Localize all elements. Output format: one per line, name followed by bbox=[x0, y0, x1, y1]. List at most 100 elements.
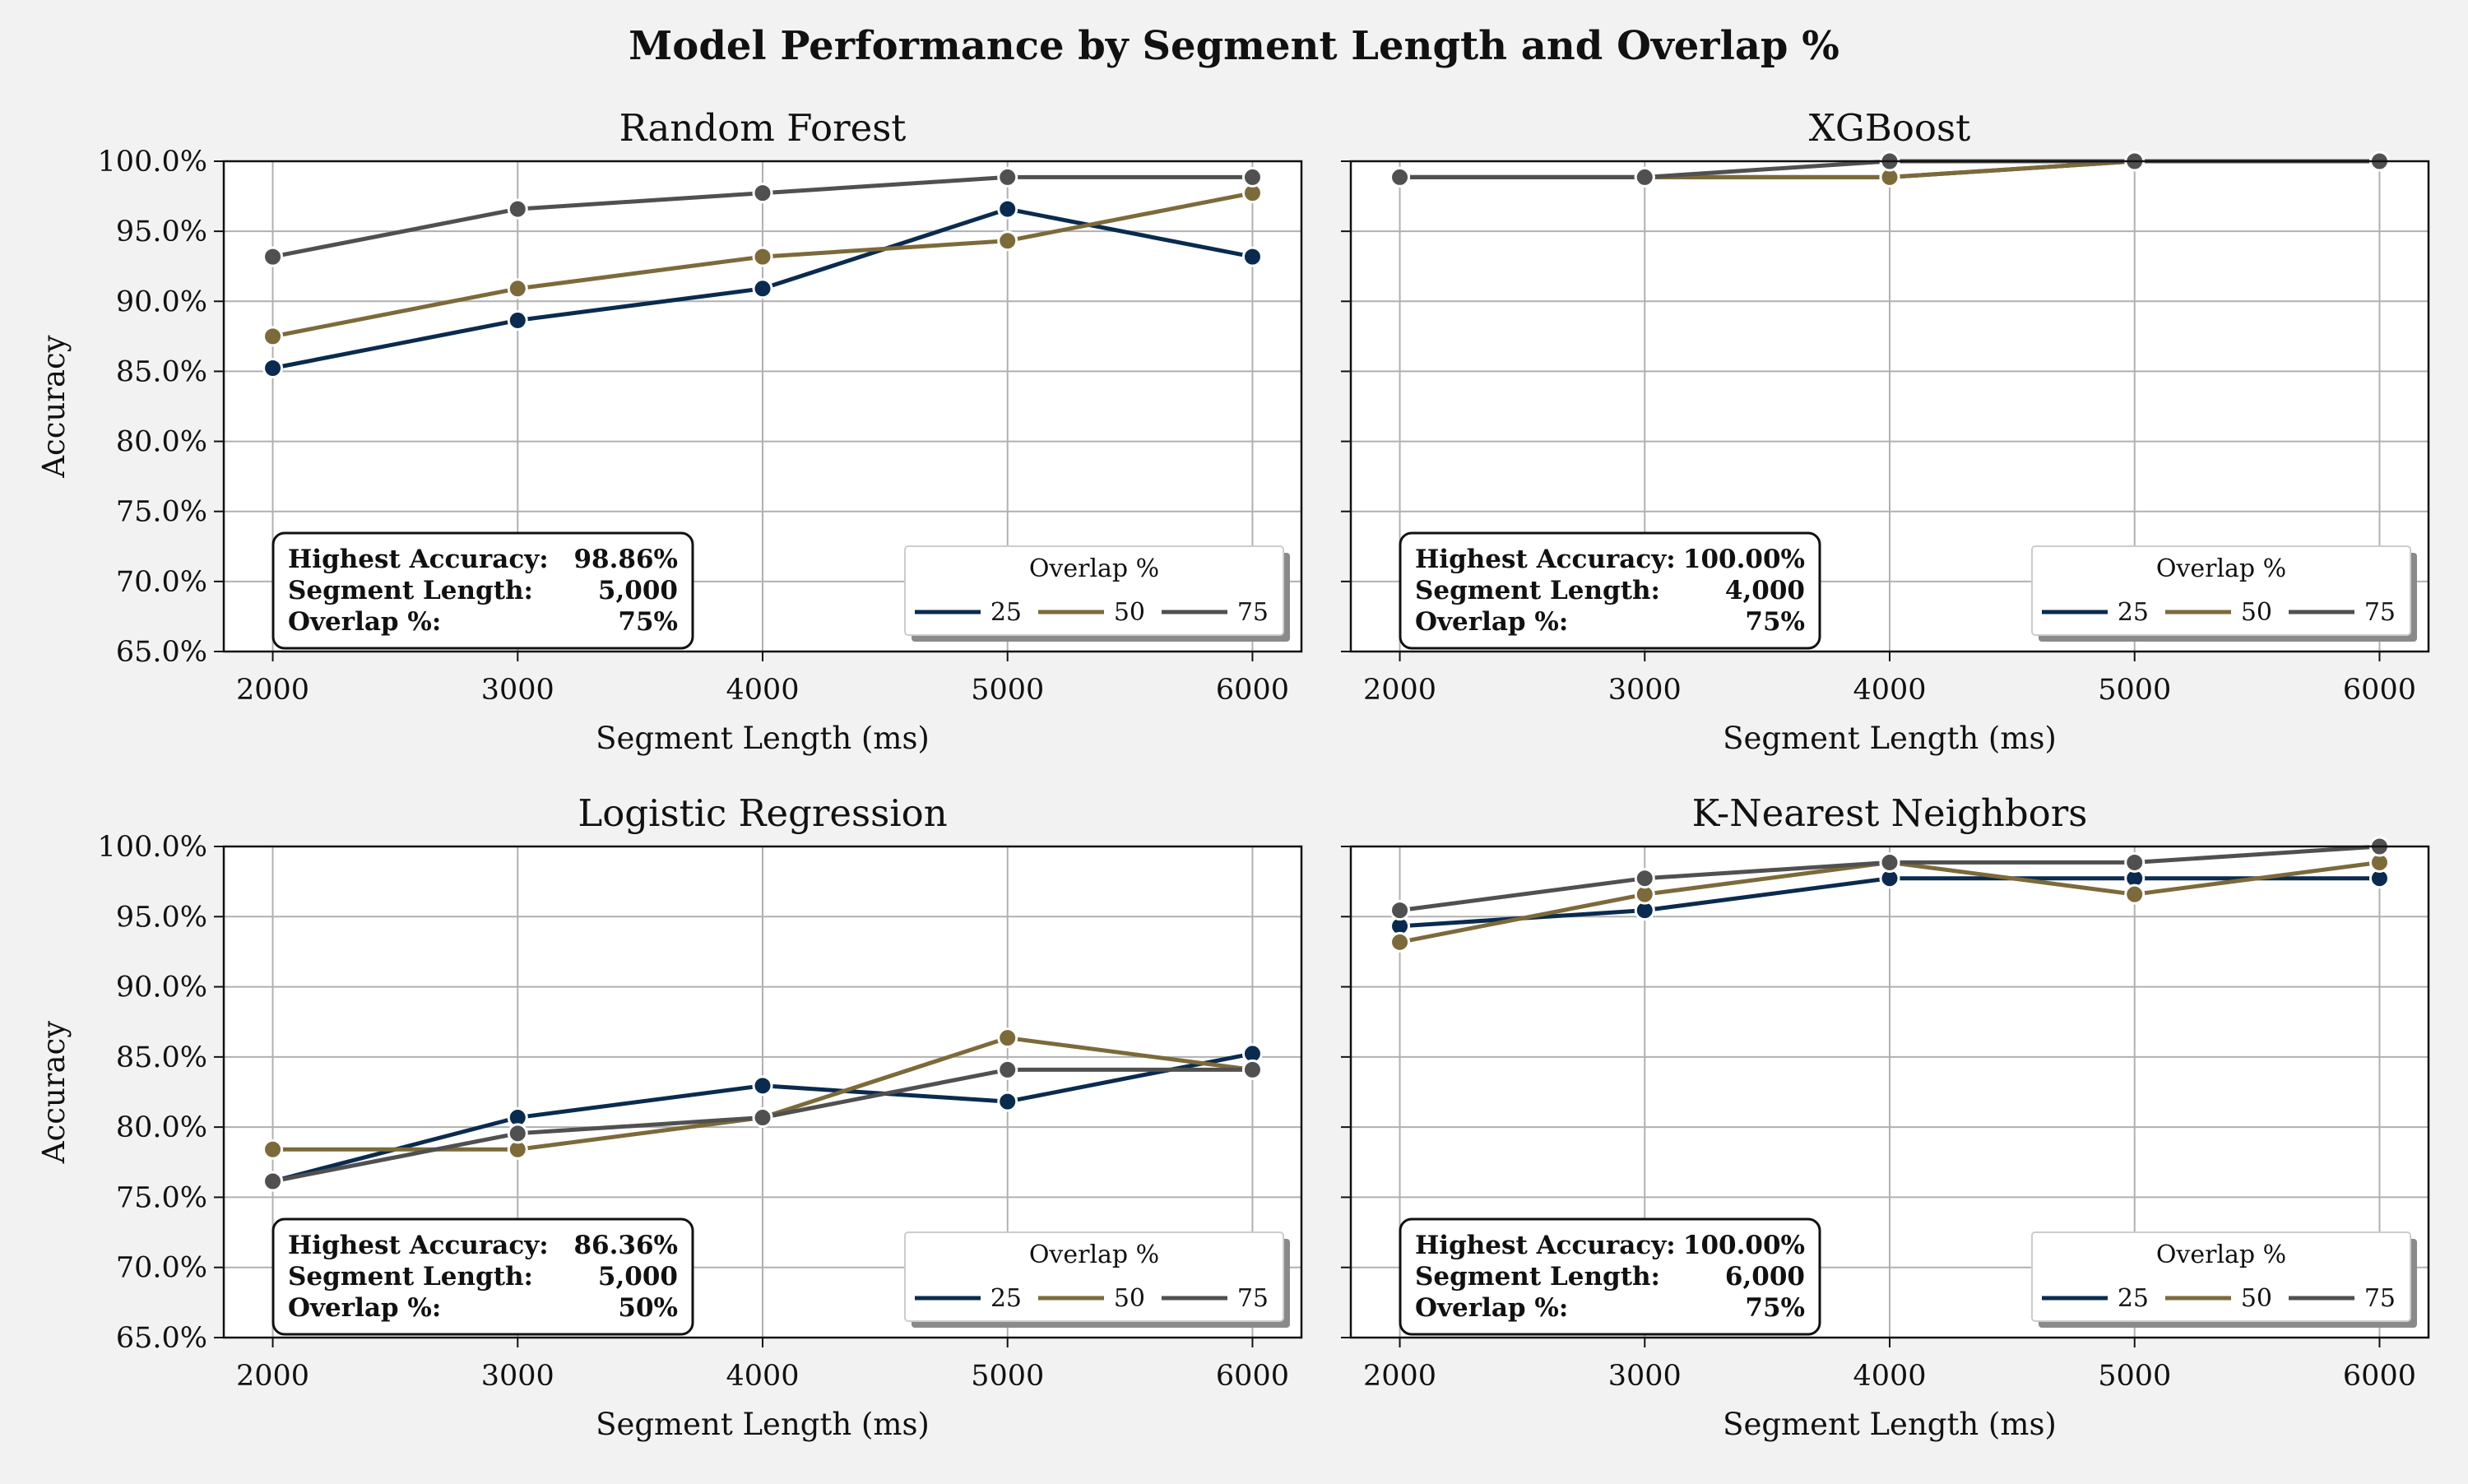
best-result-value: 86.36% bbox=[573, 1231, 678, 1260]
legend-label-25: 25 bbox=[2118, 1284, 2149, 1313]
x-tick-label: 3000 bbox=[481, 1360, 554, 1393]
y-tick-label: 75.0% bbox=[116, 496, 207, 529]
data-point-75 bbox=[262, 246, 284, 267]
x-tick-label: 6000 bbox=[2343, 1360, 2416, 1393]
x-tick-label: 4000 bbox=[726, 1360, 799, 1393]
subplot-1: 65.0% 70.0% 75.0% 80.0% 85.0% 90.0% 95.0% 100.0… bbox=[36, 106, 1303, 756]
legend-title: Overlap % bbox=[1029, 1241, 1159, 1269]
best-result-box bbox=[271, 1217, 694, 1336]
y-tick-label: 100.0% bbox=[98, 146, 207, 179]
x-tick-label: 5000 bbox=[2098, 1360, 2171, 1393]
y-tick-label: 80.0% bbox=[116, 426, 207, 459]
best-result-value: 5,000 bbox=[598, 576, 678, 605]
best-result-value: 50% bbox=[618, 1293, 678, 1323]
subplot-2: 2000 3000 4000 5000 6000 XGBoost Segment Lengt… bbox=[1341, 106, 2430, 756]
data-point-50 bbox=[262, 1139, 284, 1160]
x-tick-label: 4000 bbox=[1853, 674, 1926, 707]
best-result-label: Overlap %: bbox=[288, 607, 441, 637]
legend-title: Overlap % bbox=[2156, 554, 2286, 583]
x-axis-label: Segment Length (ms) bbox=[1723, 1407, 2057, 1442]
axes-frame bbox=[1349, 845, 2430, 1339]
data-point-75 bbox=[1389, 166, 1411, 188]
legend-label-25: 25 bbox=[990, 1284, 1022, 1313]
subplot-title: K-Nearest Neighbors bbox=[1692, 791, 2088, 835]
data-point-75 bbox=[1241, 166, 1263, 188]
data-point-75 bbox=[1634, 166, 1655, 188]
data-point-50 bbox=[507, 278, 528, 299]
data-point-75 bbox=[1389, 900, 1411, 921]
x-tick-label: 2000 bbox=[236, 674, 309, 707]
data-point-75 bbox=[752, 183, 773, 204]
data-point-25 bbox=[262, 358, 284, 379]
data-point-25 bbox=[997, 1091, 1018, 1112]
y-tick-label: 95.0% bbox=[116, 901, 207, 934]
data-point-75 bbox=[507, 1123, 528, 1144]
data-point-75 bbox=[997, 166, 1018, 188]
best-result-label: Overlap %: bbox=[288, 1293, 441, 1323]
x-tick-label: 3000 bbox=[481, 674, 554, 707]
data-point-25 bbox=[752, 1075, 773, 1097]
best-result-label: Highest Accuracy: bbox=[1415, 545, 1676, 574]
best-result-value: 100.00% bbox=[1683, 545, 1805, 574]
y-tick-label: 65.0% bbox=[116, 636, 207, 669]
data-point-25 bbox=[997, 198, 1018, 220]
legend-label-50: 50 bbox=[1114, 1284, 1145, 1313]
best-result-value: 6,000 bbox=[1725, 1262, 1805, 1292]
data-point-50 bbox=[997, 230, 1018, 252]
x-axis-label: Segment Length (ms) bbox=[596, 1407, 930, 1442]
best-result-label: Segment Length: bbox=[288, 1262, 533, 1292]
best-result-value: 75% bbox=[1745, 1293, 1805, 1323]
best-result-value: 4,000 bbox=[1725, 576, 1805, 605]
best-result-label: Segment Length: bbox=[1415, 576, 1660, 605]
best-result-label: Segment Length: bbox=[1415, 1262, 1660, 1292]
data-point-50 bbox=[1389, 931, 1411, 953]
subplot-title: Logistic Regression bbox=[578, 791, 947, 835]
data-point-75 bbox=[752, 1107, 773, 1129]
legend-label-50: 50 bbox=[2241, 598, 2272, 627]
best-result-label: Highest Accuracy: bbox=[1415, 1231, 1676, 1260]
y-tick-label: 85.0% bbox=[116, 1041, 207, 1074]
series-group bbox=[262, 166, 1263, 379]
data-point-75 bbox=[1241, 1059, 1263, 1080]
data-point-75 bbox=[507, 198, 528, 220]
data-point-25 bbox=[507, 309, 528, 331]
x-tick-label: 3000 bbox=[1608, 674, 1682, 707]
x-tick-label: 2000 bbox=[1363, 1360, 1436, 1393]
x-tick-label: 2000 bbox=[1363, 674, 1436, 707]
series-group bbox=[1389, 151, 2390, 188]
best-result-label: Overlap %: bbox=[1415, 1293, 1568, 1323]
x-tick-label: 6000 bbox=[1216, 1360, 1289, 1393]
x-tick-label: 5000 bbox=[2098, 674, 2171, 707]
legend-title: Overlap % bbox=[1029, 554, 1159, 583]
data-point-75 bbox=[997, 1059, 1018, 1080]
legend-title: Overlap % bbox=[2156, 1241, 2286, 1269]
y-tick-label: 95.0% bbox=[116, 216, 207, 248]
data-point-75 bbox=[262, 1171, 284, 1192]
figure-title: Model Performance by Segment Length and … bbox=[629, 23, 1839, 69]
series-group bbox=[1389, 836, 2390, 953]
subplot-title: XGBoost bbox=[1809, 106, 1970, 150]
x-tick-label: 2000 bbox=[236, 1360, 309, 1393]
subplot-4: 2000 3000 4000 5000 6000 K-Nearest Neighbors S… bbox=[1341, 791, 2430, 1442]
y-axis-label: Accuracy bbox=[36, 335, 72, 478]
y-tick-label: 100.0% bbox=[98, 831, 207, 864]
legend-label-75: 75 bbox=[2364, 598, 2396, 627]
best-result-value: 100.00% bbox=[1683, 1231, 1805, 1260]
x-axis-label: Segment Length (ms) bbox=[596, 721, 930, 756]
axes-frame bbox=[222, 160, 1303, 653]
best-result-label: Highest Accuracy: bbox=[288, 545, 549, 574]
data-point-50 bbox=[997, 1027, 1018, 1049]
axes-frame bbox=[1349, 160, 2430, 653]
x-tick-label: 5000 bbox=[971, 674, 1044, 707]
y-tick-label: 80.0% bbox=[116, 1111, 207, 1144]
data-point-50 bbox=[752, 246, 773, 267]
subplot-title: Random Forest bbox=[619, 106, 907, 150]
legend-label-25: 25 bbox=[2118, 598, 2149, 627]
data-point-25 bbox=[1241, 246, 1263, 267]
best-result-label: Highest Accuracy: bbox=[288, 1231, 549, 1260]
best-result-value: 75% bbox=[618, 607, 678, 637]
y-axis-label: Accuracy bbox=[36, 1021, 72, 1164]
series-group bbox=[262, 1027, 1263, 1192]
